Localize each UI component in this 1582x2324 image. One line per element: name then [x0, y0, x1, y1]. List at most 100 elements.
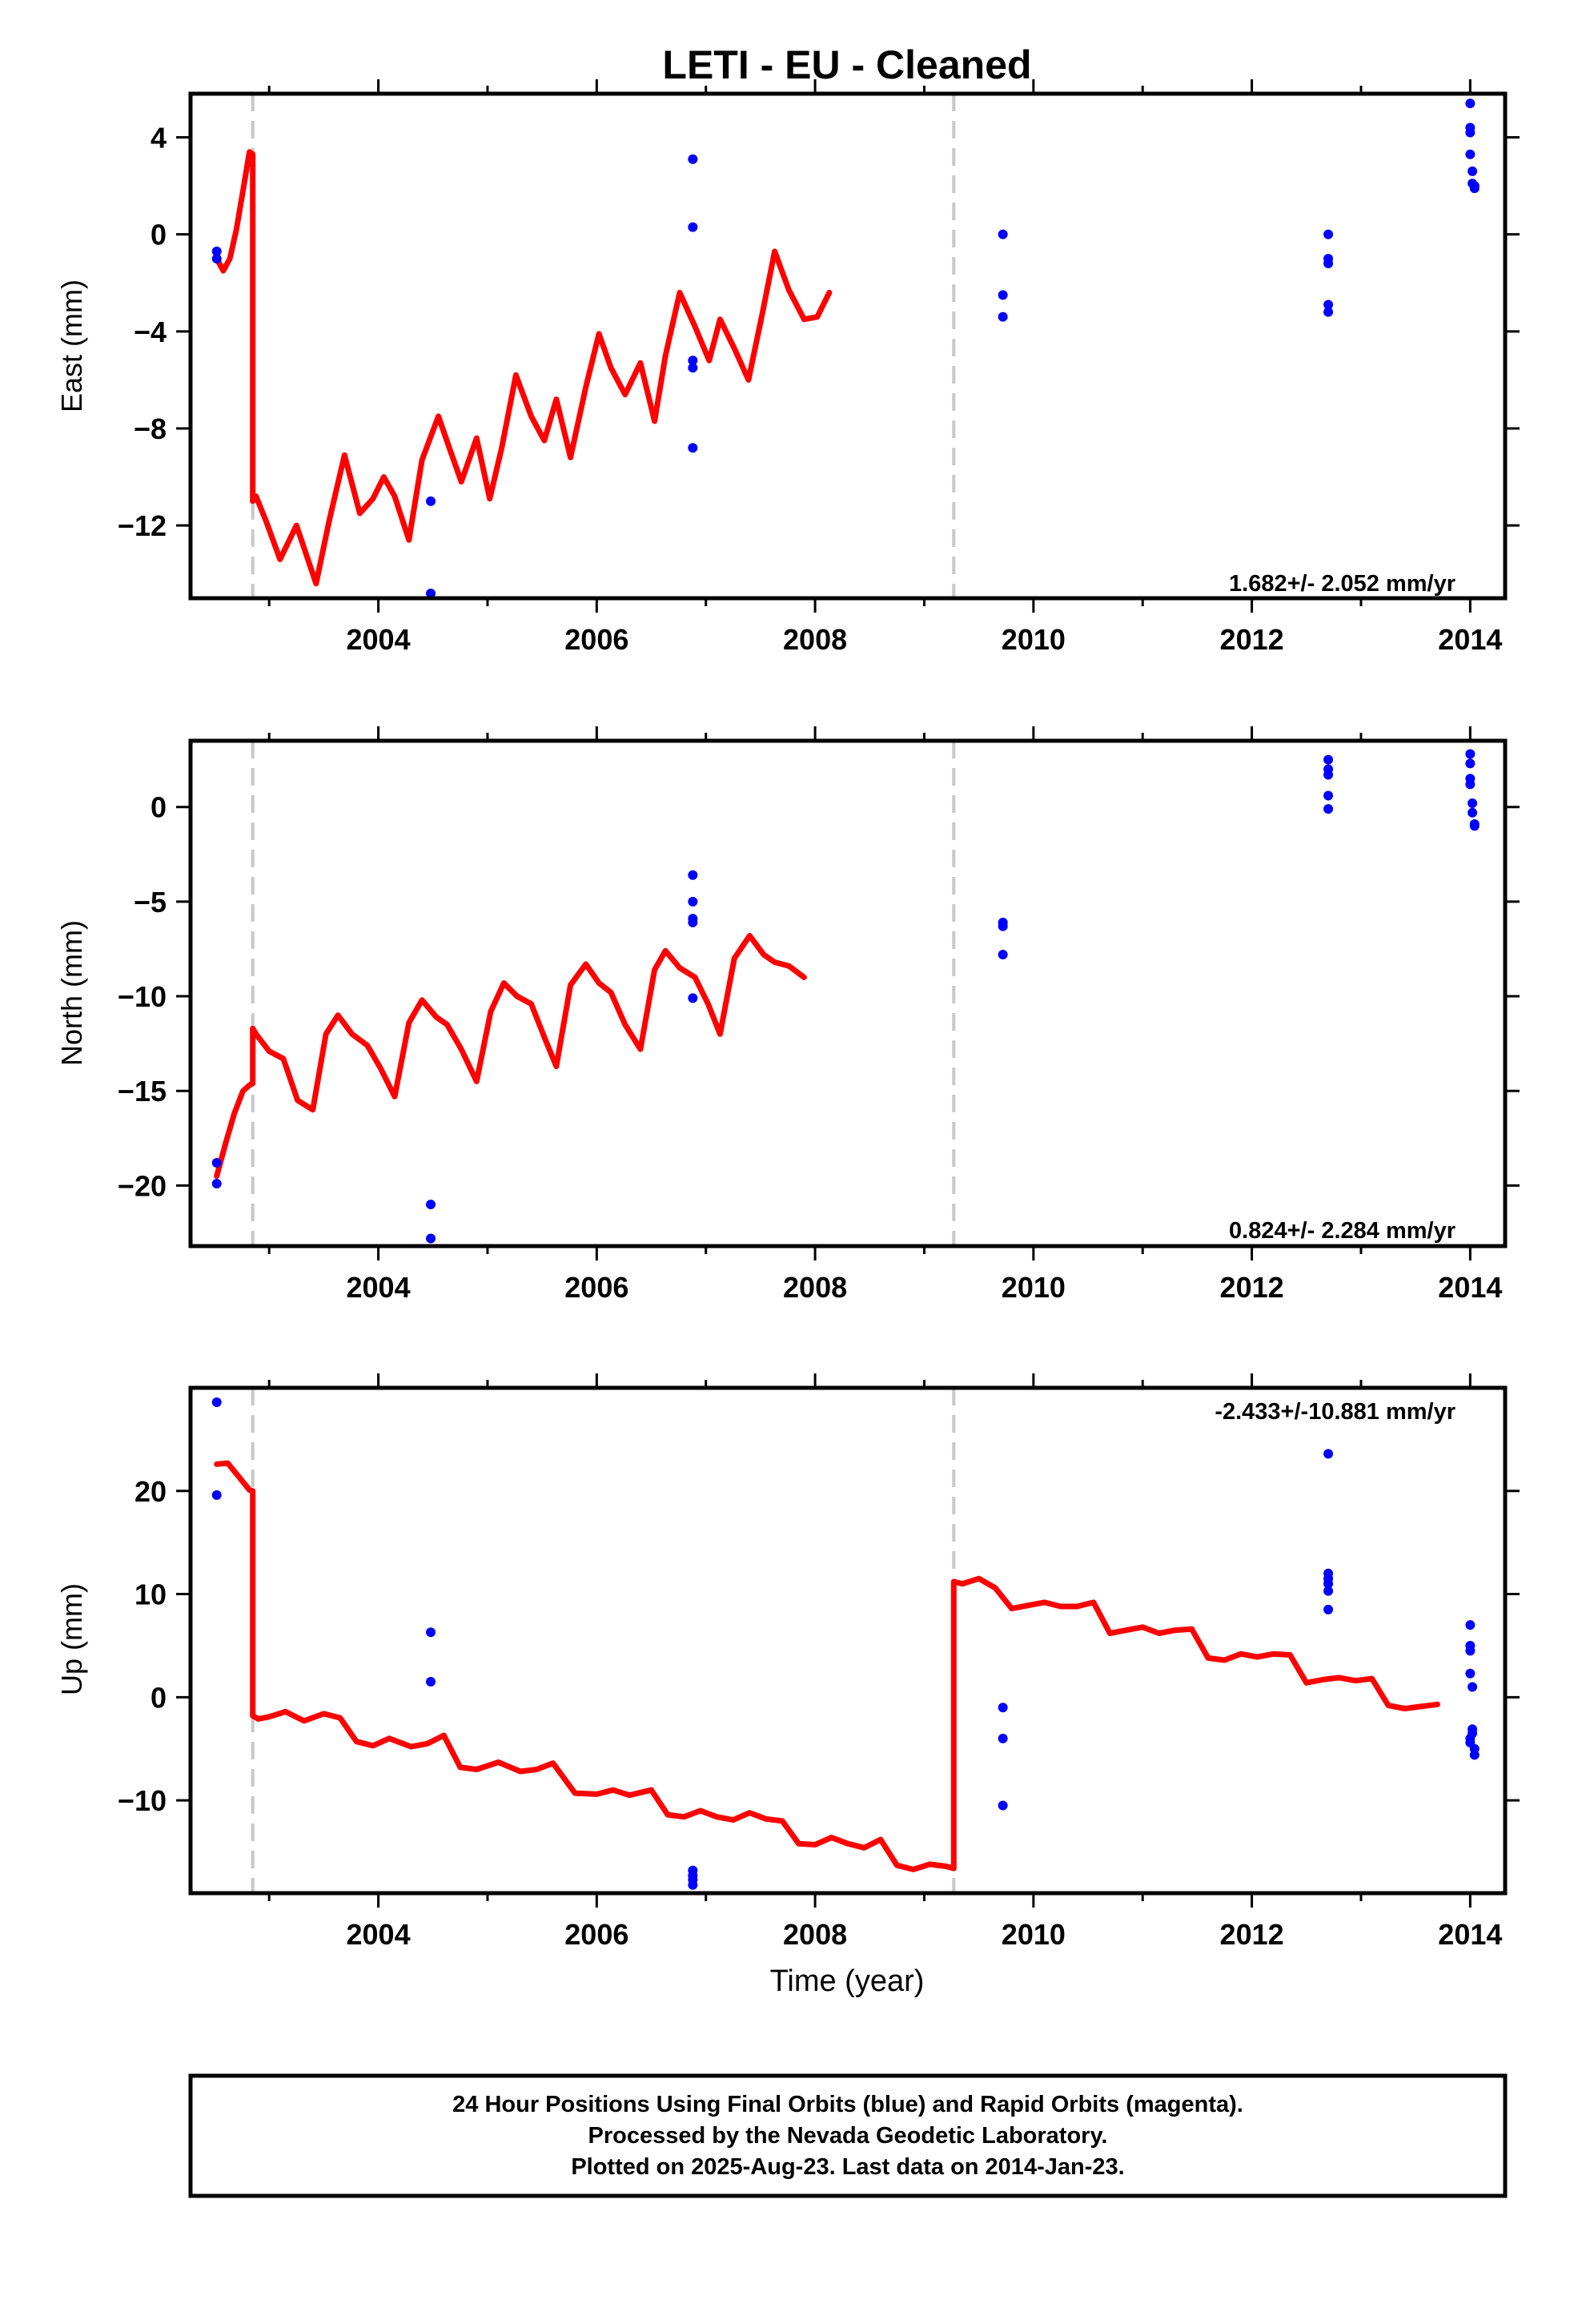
up-xtick-label: 2006: [564, 1918, 628, 1951]
east-data-point: [426, 496, 436, 506]
north-ylabel: North (mm): [55, 920, 88, 1066]
up-xtick-label: 2014: [1438, 1918, 1502, 1951]
east-data-point: [1323, 229, 1334, 239]
up-ytick-label: 10: [135, 1578, 167, 1611]
north-data-point: [1323, 804, 1334, 814]
up-xtick-label: 2012: [1220, 1918, 1284, 1951]
up-ylabel: Up (mm): [55, 1583, 88, 1695]
east-points: [211, 99, 1480, 598]
east-xtick-label: 2008: [783, 623, 847, 656]
north-ytick-label: −20: [118, 1169, 167, 1202]
east-ytick-label: −12: [118, 509, 167, 542]
north-xtick-label: 2012: [1220, 1271, 1284, 1304]
north-data-point: [1465, 779, 1476, 790]
east-xtick-label: 2010: [1002, 623, 1066, 656]
east-data-point: [688, 222, 698, 232]
north-steps: [251, 741, 956, 1246]
north-data-point: [688, 993, 698, 1003]
footer-line-1: 24 Hour Positions Using Final Orbits (bl…: [452, 2092, 1243, 2117]
north-data-point: [688, 870, 698, 880]
north-xtick-label: 2006: [564, 1271, 628, 1304]
up-ytick-label: 0: [151, 1681, 167, 1714]
up-data-point: [211, 1397, 222, 1408]
up-data-point: [1323, 1604, 1334, 1614]
chart-title: LETI - EU - Cleaned: [662, 42, 1031, 87]
east-data-point: [426, 588, 436, 598]
up-data-point: [998, 1703, 1008, 1713]
east-data-point: [998, 229, 1008, 239]
north-data-point: [998, 950, 1008, 960]
north-ytick-label: −15: [118, 1075, 167, 1108]
x-axis-label: Time (year): [770, 1964, 925, 1998]
north-data-point: [688, 917, 698, 927]
east-data-point: [688, 443, 698, 453]
east-xtick-label: 2014: [1438, 623, 1502, 656]
east-data-point: [1323, 300, 1334, 310]
footer-box: 24 Hour Positions Using Final Orbits (bl…: [188, 2073, 1508, 2198]
north-data-point: [688, 896, 698, 907]
east-model: [214, 149, 833, 587]
up-data-point: [998, 1733, 1008, 1743]
north-data-point: [1465, 758, 1476, 769]
footer-line-2: Processed by the Nevada Geodetic Laborat…: [588, 2123, 1108, 2149]
north-ytick-label: −10: [118, 980, 167, 1013]
north-frame: [188, 738, 1508, 1248]
up-data-point: [1465, 1620, 1476, 1630]
east-data-point: [998, 290, 1008, 300]
north-xtick-label: 2004: [347, 1271, 411, 1304]
up-steps: [251, 1388, 956, 1893]
east-data-point: [688, 154, 698, 164]
up-xtick-label: 2004: [347, 1918, 411, 1951]
east-data-point: [1468, 166, 1478, 176]
north-xtick-label: 2008: [783, 1271, 847, 1304]
up-data-point: [1323, 1578, 1334, 1589]
footer-line-3: Plotted on 2025-Aug-23. Last data on 201…: [571, 2154, 1124, 2180]
east-xtick-label: 2006: [564, 623, 628, 656]
east-data-point: [1465, 99, 1476, 109]
east-panel: 2004 2006 2008 2010 2012 2014 4 0 −4 −8 −12 East (…: [55, 79, 1520, 656]
east-ylabel: East (mm): [55, 279, 88, 412]
north-data-point: [426, 1200, 436, 1210]
up-data-point: [1465, 1668, 1476, 1679]
up-ytick-label: −10: [118, 1784, 167, 1817]
east-data-point: [211, 253, 222, 263]
up-data-point: [688, 1880, 698, 1890]
up-model: [214, 1460, 1440, 1872]
up-data-point: [426, 1677, 436, 1687]
north-xtick-label: 2014: [1438, 1271, 1502, 1304]
east-data-point: [211, 246, 222, 256]
east-data-point: [1465, 127, 1476, 138]
up-data-point: [1469, 1750, 1480, 1760]
north-data-point: [1469, 821, 1480, 831]
north-ytick-label: −5: [134, 886, 167, 919]
east-rate: 1.682+/- 2.052 mm/yr: [1229, 571, 1456, 597]
east-data-point: [1323, 253, 1334, 263]
up-data-point: [211, 1490, 222, 1500]
north-data-point: [1323, 754, 1334, 765]
up-ytick-label: 20: [135, 1475, 167, 1508]
east-data-point: [1465, 149, 1476, 159]
north-xtick-label: 2010: [1002, 1271, 1066, 1304]
up-data-point: [998, 1800, 1008, 1811]
up-data-point: [426, 1627, 436, 1638]
east-data-point: [998, 312, 1008, 322]
east-ytick-label: 4: [151, 122, 167, 155]
north-data-point: [1468, 798, 1478, 808]
east-xtick-label: 2004: [347, 623, 411, 656]
up-rate: -2.433+/-10.881 mm/yr: [1215, 1399, 1456, 1425]
north-model: [214, 932, 807, 1180]
up-data-point: [1465, 1646, 1476, 1656]
east-data-point: [688, 356, 698, 366]
north-data-point: [211, 1179, 222, 1189]
east-frame: [188, 91, 1508, 601]
north-data-point: [998, 921, 1008, 931]
east-data-point: [688, 363, 698, 373]
north-data-point: [211, 1158, 222, 1168]
east-data-point: [1323, 307, 1334, 317]
north-rate: 0.824+/- 2.284 mm/yr: [1229, 1218, 1456, 1244]
east-model-line: [214, 149, 833, 587]
up-data-point: [1468, 1682, 1478, 1692]
east-axes: 2004 2006 2008 2010 2012 2014 4 0 −4 −8 −12: [118, 79, 1520, 656]
